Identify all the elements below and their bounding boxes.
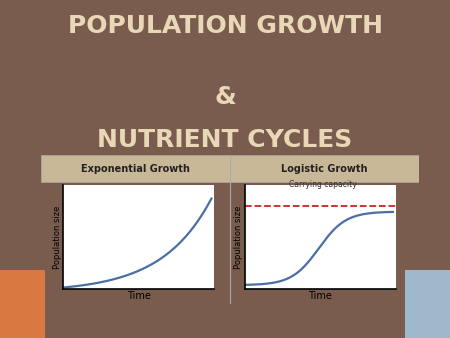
Text: Carrying capacity: Carrying capacity [289,180,357,189]
Text: Exponential Growth: Exponential Growth [81,164,189,174]
Bar [405,270,450,338]
Text: Logistic Growth: Logistic Growth [281,164,367,174]
Text: POPULATION GROWTH: POPULATION GROWTH [68,14,382,38]
Bar [230,155,418,182]
Y-axis label: Population size: Population size [53,206,62,269]
X-axis label: Time: Time [308,291,332,301]
Y-axis label: Population size: Population size [234,206,243,269]
Bar [0,270,45,338]
Text: NUTRIENT CYCLES: NUTRIENT CYCLES [97,128,353,152]
Text: &: & [214,84,236,108]
Bar [40,155,230,182]
X-axis label: Time: Time [127,291,151,301]
